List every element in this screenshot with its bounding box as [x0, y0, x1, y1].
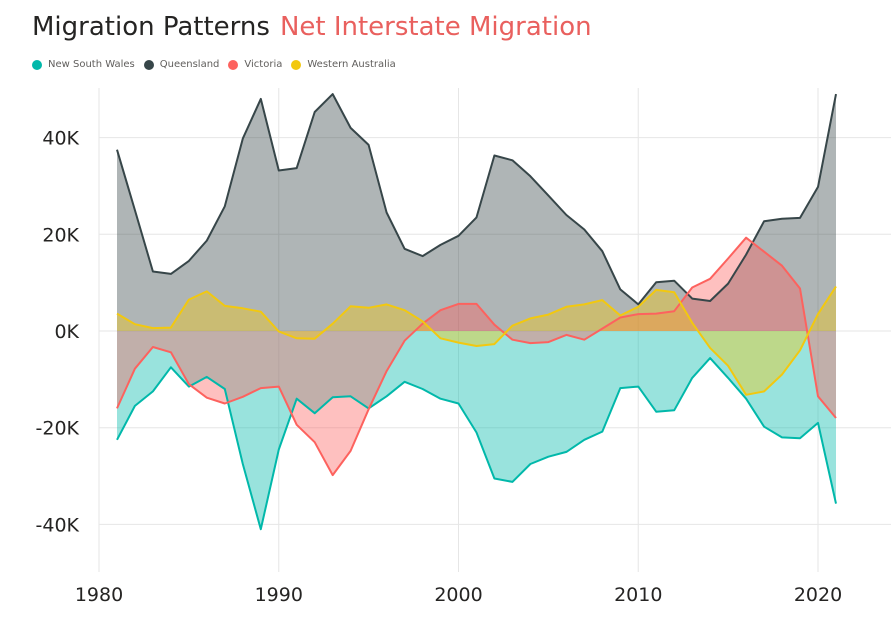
y-tick-label: -40K	[36, 514, 80, 536]
legend-item-queensland[interactable]: Queensland	[143, 59, 220, 70]
area-new-south-wales	[117, 331, 836, 530]
x-tick-label: 2020	[794, 584, 842, 606]
chart-legend: New South Wales Queensland Victoria Western…	[32, 59, 405, 70]
line-western-australia[interactable]	[116, 285, 837, 396]
y-tick-label: -20K	[36, 418, 80, 440]
series-areas	[117, 94, 836, 530]
area-victoria	[117, 237, 836, 476]
legend-label: Victoria	[244, 59, 283, 70]
line-victoria[interactable]	[116, 236, 837, 477]
legend-label: Western Australia	[307, 59, 396, 70]
y-axis: -40K -20K 0K 20K 40K	[36, 128, 80, 537]
legend-marker	[228, 59, 239, 70]
legend-item-victoria[interactable]: Victoria	[228, 59, 282, 70]
legend-marker	[143, 59, 154, 70]
legend-item-western-australia[interactable]: Western Australia	[291, 59, 396, 70]
chart-title-row: Migration Patterns Net Interstate Migrati…	[32, 12, 592, 42]
chart-title: Migration Patterns	[32, 12, 270, 42]
legend-label: New South Wales	[48, 59, 135, 70]
legend-label: Queensland	[159, 59, 220, 70]
area-queensland	[117, 94, 836, 331]
series-lines	[116, 93, 837, 531]
y-tick-label: 20K	[42, 224, 79, 246]
legend-item-new-south-wales[interactable]: New South Wales	[32, 59, 135, 70]
line-new-south-wales[interactable]	[116, 357, 837, 531]
x-tick-label: 1990	[255, 584, 303, 606]
x-tick-label: 2010	[614, 584, 662, 606]
y-tick-label: 0K	[54, 321, 79, 343]
x-tick-label: 2000	[434, 584, 482, 606]
x-tick-label: 1980	[75, 584, 123, 606]
legend-marker	[291, 59, 302, 70]
chart-subtitle: Net Interstate Migration	[279, 12, 592, 42]
y-tick-label: 40K	[42, 128, 79, 150]
legend-marker	[32, 59, 42, 70]
grid-lines	[98, 88, 891, 572]
line-queensland[interactable]	[116, 93, 837, 306]
x-axis: 1980 1990 2000 2010 2020	[75, 584, 842, 606]
